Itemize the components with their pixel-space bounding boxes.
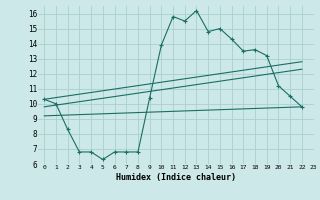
X-axis label: Humidex (Indice chaleur): Humidex (Indice chaleur): [116, 173, 236, 182]
